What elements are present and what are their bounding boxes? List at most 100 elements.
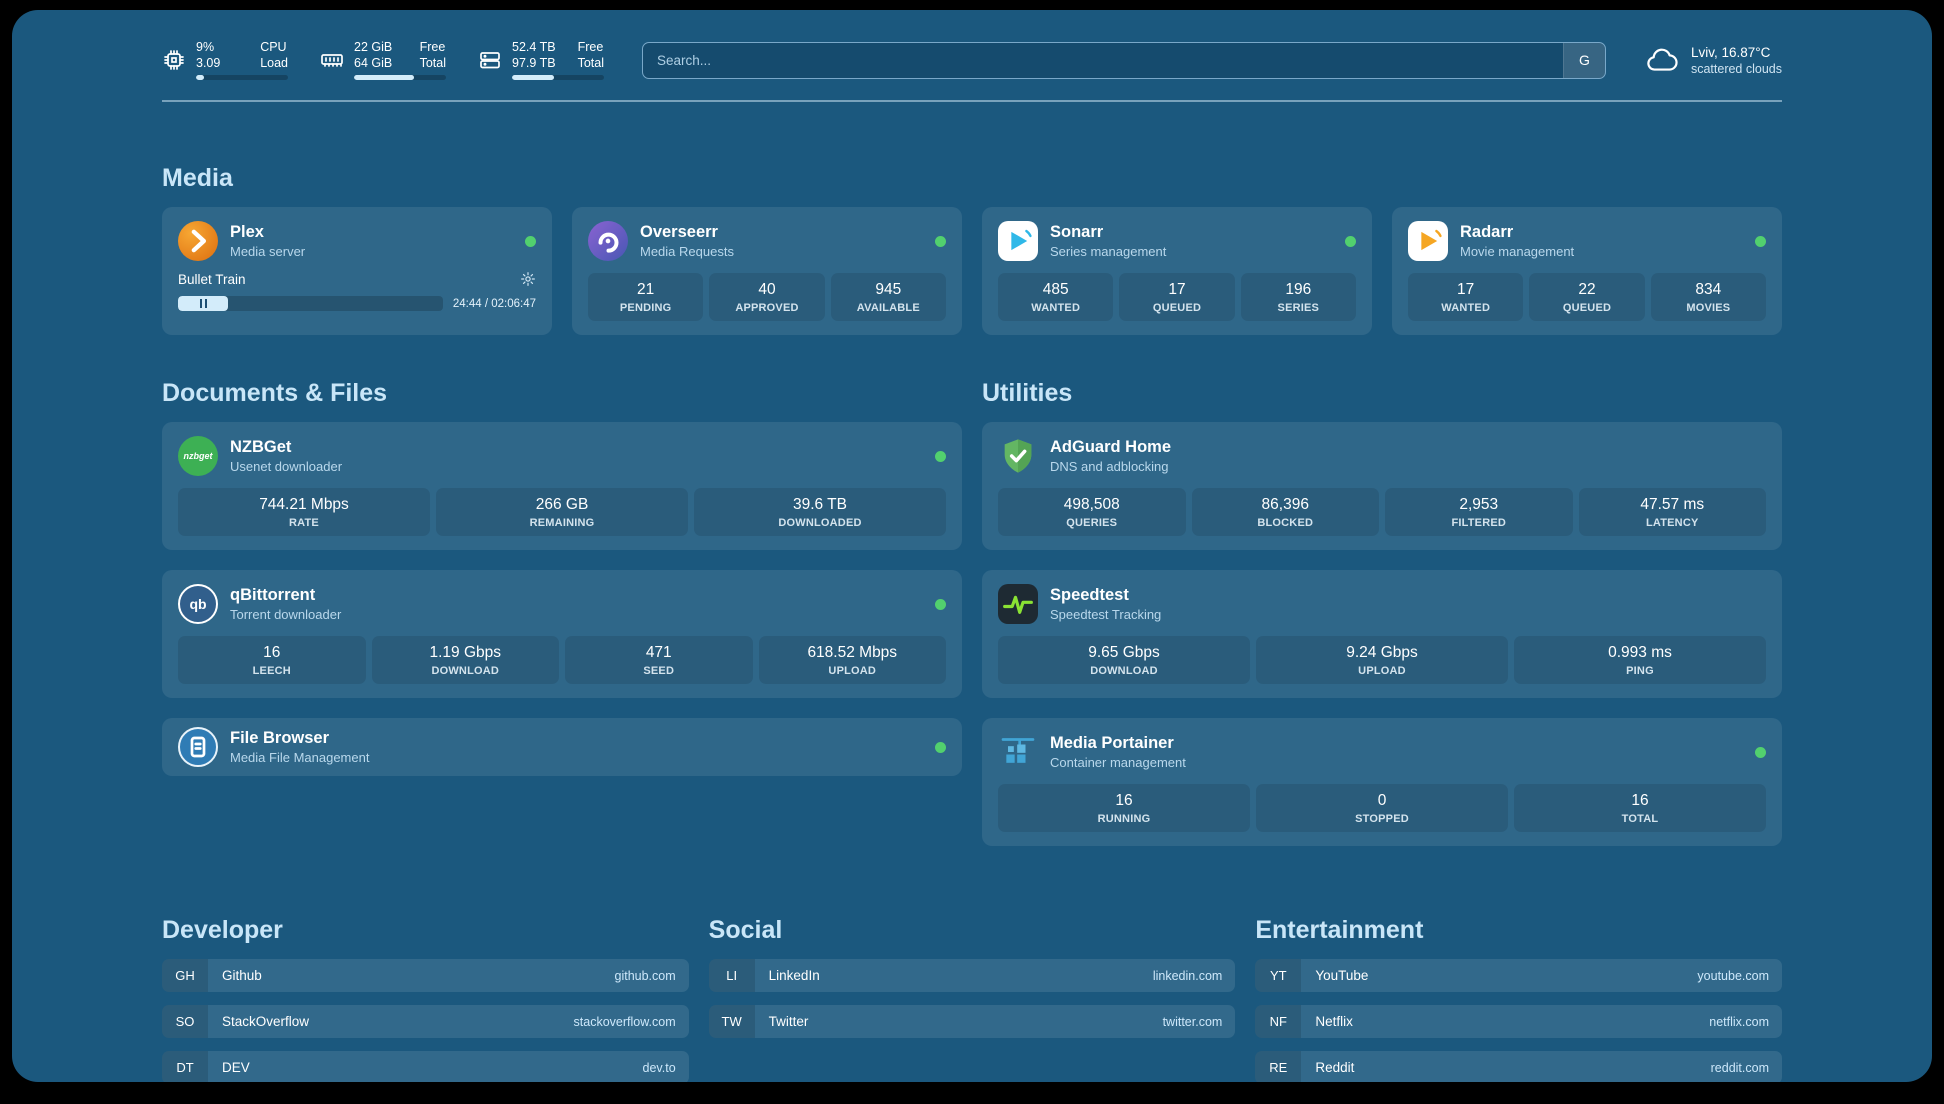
section-title-documents: Documents & Files bbox=[162, 379, 388, 408]
service-name: File Browser bbox=[230, 729, 330, 748]
weather-condition: scattered clouds bbox=[1690, 61, 1782, 76]
bookmark-dev[interactable]: DT DEV dev.to bbox=[162, 1051, 689, 1082]
service-subtitle: Speedtest Tracking bbox=[1050, 607, 1162, 623]
playback-progress-bar[interactable] bbox=[178, 296, 443, 312]
sonarr-icon bbox=[998, 221, 1038, 262]
service-name: qBittorrent bbox=[230, 586, 316, 605]
status-dot bbox=[935, 598, 946, 610]
portainer-icon bbox=[998, 732, 1038, 772]
service-name: AdGuard Home bbox=[1050, 438, 1172, 457]
nzbget-icon: nzbget bbox=[178, 436, 218, 477]
bookmark-reddit[interactable]: RE Reddit reddit.com bbox=[1255, 1051, 1782, 1082]
stat-rate: 744.21 Mbps RATE bbox=[178, 488, 430, 537]
section-title-entertainment: Entertainment bbox=[1255, 916, 1424, 945]
weather-widget[interactable]: Lviv, 16.87°C scattered clouds bbox=[1644, 45, 1782, 76]
bookmark-url: netflix.com bbox=[1709, 1014, 1769, 1029]
service-card-nzbget[interactable]: nzbget NZBGet Usenet downloader 744.21 M… bbox=[162, 422, 962, 551]
bookmark-netflix[interactable]: NF Netflix netflix.com bbox=[1255, 1005, 1782, 1039]
cpu-icon bbox=[162, 48, 186, 72]
plex-icon bbox=[178, 221, 218, 262]
stat-approved: 40 APPROVED bbox=[709, 273, 825, 322]
service-card-adguard[interactable]: AdGuard Home DNS and adblocking 498,508 Q… bbox=[982, 422, 1782, 551]
bookmark-youtube[interactable]: YT YouTube youtube.com bbox=[1255, 959, 1782, 993]
topbar-divider bbox=[162, 100, 1782, 103]
bookmark-abbr: GH bbox=[162, 959, 208, 993]
now-playing-title: Bullet Train bbox=[178, 271, 246, 287]
speedtest-icon bbox=[998, 584, 1038, 625]
status-dot bbox=[1755, 746, 1766, 758]
bookmark-linkedin[interactable]: LI LinkedIn linkedin.com bbox=[708, 959, 1236, 993]
stat-total: 16 TOTAL bbox=[1514, 784, 1766, 833]
service-subtitle: DNS and adblocking bbox=[1050, 459, 1169, 475]
bookmark-github[interactable]: GH Github github.com bbox=[162, 959, 689, 993]
service-card-filebrowser[interactable]: File Browser Media File Management bbox=[162, 718, 962, 777]
stat-latency: 47.57 ms LATENCY bbox=[1578, 488, 1766, 537]
service-subtitle: Torrent downloader bbox=[230, 607, 342, 623]
stat-queued: 22 QUEUED bbox=[1529, 273, 1645, 322]
stat-stopped: 0 STOPPED bbox=[1256, 784, 1508, 833]
overseerr-icon bbox=[588, 221, 628, 262]
bookmark-twitter[interactable]: TW Twitter twitter.com bbox=[708, 1005, 1236, 1039]
cpu-load-label: Load bbox=[260, 55, 288, 70]
service-card-plex[interactable]: Plex Media server Bullet Train bbox=[162, 207, 552, 336]
bookmark-abbr: SO bbox=[162, 1005, 208, 1039]
documents-column: Documents & Files nzbget NZBGet Usenet d… bbox=[162, 379, 962, 846]
search-provider-button[interactable]: G bbox=[1562, 42, 1605, 78]
stat-queries: 498,508 QUERIES bbox=[998, 488, 1186, 537]
bookmark-group-entertainment: Entertainment YT YouTube youtube.com NF … bbox=[1255, 916, 1782, 1082]
bookmark-group-developer: Developer GH Github github.com SO StackO… bbox=[162, 916, 689, 1082]
cpu-label: CPU bbox=[260, 40, 287, 54]
stat-pending: 21 PENDING bbox=[588, 273, 704, 322]
service-subtitle: Container management bbox=[1050, 755, 1186, 771]
status-dot bbox=[1345, 235, 1356, 247]
bookmark-abbr: NF bbox=[1255, 1005, 1302, 1039]
disk-monitor: 52.4 TB 97.9 TB Free Total bbox=[478, 40, 604, 81]
disk-icon bbox=[478, 48, 502, 72]
service-name: Plex bbox=[230, 223, 264, 242]
topbar: 9% 3.09 CPU Load bbox=[162, 40, 1782, 81]
bookmark-abbr: TW bbox=[708, 1005, 755, 1039]
pause-icon[interactable] bbox=[199, 299, 207, 309]
bookmark-group-social: Social LI LinkedIn linkedin.com TW Twitt… bbox=[708, 916, 1236, 1082]
stat-download: 1.19 Gbps DOWNLOAD bbox=[371, 636, 559, 685]
plex-now-playing: Bullet Train 24:44 / 02:06:47 bbox=[178, 271, 536, 312]
stat-running: 16 RUNNING bbox=[998, 784, 1250, 833]
service-subtitle: Usenet downloader bbox=[230, 459, 343, 475]
section-title-developer: Developer bbox=[162, 916, 283, 945]
service-subtitle: Media Requests bbox=[640, 244, 734, 260]
gear-icon[interactable] bbox=[520, 271, 536, 287]
service-name: NZBGet bbox=[230, 438, 292, 457]
service-card-portainer[interactable]: Media Portainer Container management 16 R… bbox=[982, 718, 1782, 847]
cpu-bar bbox=[196, 75, 288, 81]
adguard-icon bbox=[998, 436, 1038, 476]
service-name: Sonarr bbox=[1050, 223, 1104, 242]
disk-free-label: Free bbox=[577, 40, 604, 54]
service-name: Radarr bbox=[1460, 223, 1514, 242]
dashboard-panel: 9% 3.09 CPU Load bbox=[12, 10, 1932, 1082]
bookmark-name: Twitter bbox=[768, 1014, 809, 1030]
stat-download: 9.65 Gbps DOWNLOAD bbox=[998, 636, 1250, 685]
service-card-radarr[interactable]: Radarr Movie management 17 WANTED 22 QUEUE… bbox=[1392, 207, 1782, 336]
resource-monitors: 9% 3.09 CPU Load bbox=[162, 40, 604, 81]
memory-total: 64 GiB bbox=[354, 55, 393, 70]
bookmark-stackoverflow[interactable]: SO StackOverflow stackoverflow.com bbox=[162, 1005, 689, 1039]
status-dot bbox=[525, 235, 536, 247]
service-card-overseerr[interactable]: Overseerr Media Requests 21 PENDING 40 APP… bbox=[572, 207, 962, 336]
stat-downloaded: 39.6 TB DOWNLOADED bbox=[694, 488, 946, 537]
bookmark-name: Github bbox=[222, 968, 262, 984]
search-bar: G bbox=[642, 41, 1606, 79]
service-subtitle: Media server bbox=[230, 244, 306, 260]
bookmark-abbr: LI bbox=[708, 959, 755, 993]
service-card-qbittorrent[interactable]: qb qBittorrent Torrent downloader 16 LEEC… bbox=[162, 570, 962, 699]
media-card-grid: Plex Media server Bullet Train bbox=[162, 207, 1782, 336]
service-card-speedtest[interactable]: Speedtest Speedtest Tracking 9.65 Gbps DO… bbox=[982, 570, 1782, 699]
qbittorrent-icon: qb bbox=[178, 584, 218, 625]
bookmark-name: Reddit bbox=[1315, 1060, 1355, 1076]
stat-filtered: 2,953 FILTERED bbox=[1385, 488, 1573, 537]
service-card-sonarr[interactable]: Sonarr Series management 485 WANTED 17 QUE… bbox=[982, 207, 1372, 336]
status-dot bbox=[935, 235, 946, 247]
playback-time: 24:44 / 02:06:47 bbox=[452, 297, 536, 310]
memory-total-label: Total bbox=[419, 55, 446, 70]
search-input[interactable] bbox=[643, 42, 1563, 78]
